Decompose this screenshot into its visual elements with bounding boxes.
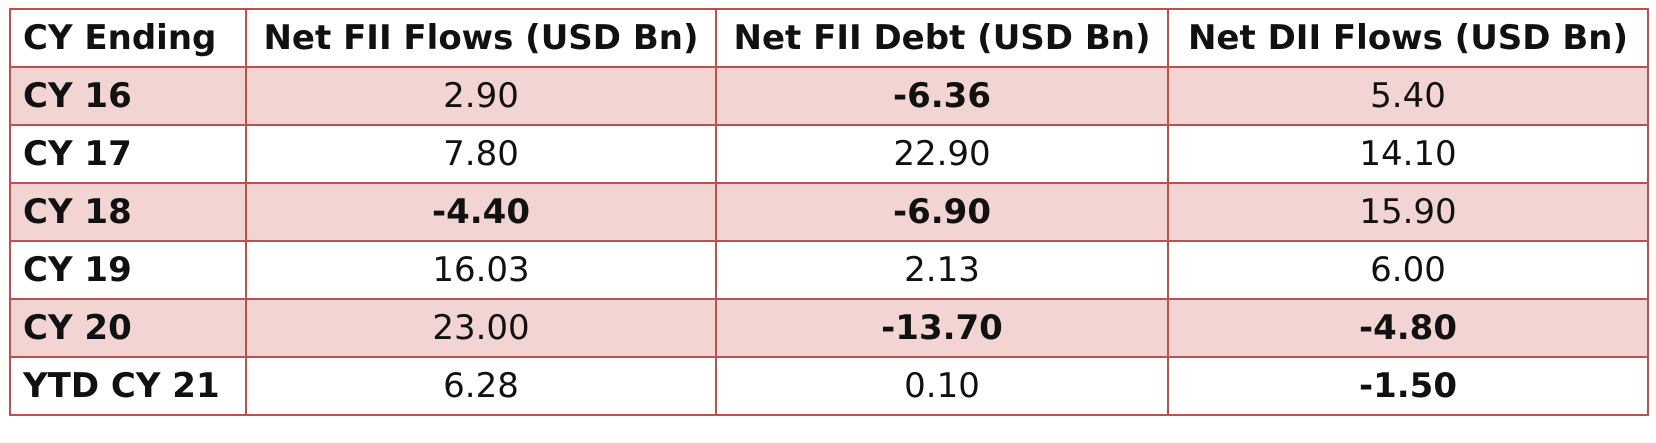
cell-net-fii-debt: -13.70 <box>715 298 1169 358</box>
cell-net-fii-flows: 6.28 <box>245 356 717 416</box>
header-row: CY Ending Net FII Flows (USD Bn) Net FII… <box>9 8 1649 68</box>
row-label: CY 20 <box>9 298 247 358</box>
table-row: YTD CY 21 6.28 0.10 -1.50 <box>9 356 1649 416</box>
cell-net-fii-debt: -6.90 <box>715 182 1169 242</box>
row-label: CY 16 <box>9 66 247 126</box>
cell-net-dii-flows: 6.00 <box>1167 240 1649 300</box>
row-label: CY 17 <box>9 124 247 184</box>
cell-net-fii-flows: 7.80 <box>245 124 717 184</box>
header-cy-ending: CY Ending <box>9 8 247 68</box>
cell-net-dii-flows: -1.50 <box>1167 356 1649 416</box>
cell-net-dii-flows: 14.10 <box>1167 124 1649 184</box>
row-label: CY 19 <box>9 240 247 300</box>
cell-net-fii-debt: 22.90 <box>715 124 1169 184</box>
cell-net-fii-flows: 16.03 <box>245 240 717 300</box>
table-row: CY 17 7.80 22.90 14.10 <box>9 124 1649 184</box>
header-net-fii-flows: Net FII Flows (USD Bn) <box>245 8 717 68</box>
cell-net-dii-flows: 15.90 <box>1167 182 1649 242</box>
header-net-dii-flows: Net DII Flows (USD Bn) <box>1167 8 1649 68</box>
cell-net-fii-flows: 23.00 <box>245 298 717 358</box>
row-label: YTD CY 21 <box>9 356 247 416</box>
cell-net-fii-debt: 2.13 <box>715 240 1169 300</box>
cell-net-dii-flows: 5.40 <box>1167 66 1649 126</box>
cell-net-fii-debt: -6.36 <box>715 66 1169 126</box>
table-row: CY 20 23.00 -13.70 -4.80 <box>9 298 1649 358</box>
header-net-fii-debt: Net FII Debt (USD Bn) <box>715 8 1169 68</box>
cell-net-dii-flows: -4.80 <box>1167 298 1649 358</box>
table-row: CY 16 2.90 -6.36 5.40 <box>9 66 1649 126</box>
fii-dii-flows-table: CY Ending Net FII Flows (USD Bn) Net FII… <box>9 8 1649 416</box>
cell-net-fii-flows: -4.40 <box>245 182 717 242</box>
cell-net-fii-flows: 2.90 <box>245 66 717 126</box>
cell-net-fii-debt: 0.10 <box>715 356 1169 416</box>
row-label: CY 18 <box>9 182 247 242</box>
table-row: CY 19 16.03 2.13 6.00 <box>9 240 1649 300</box>
table-row: CY 18 -4.40 -6.90 15.90 <box>9 182 1649 242</box>
